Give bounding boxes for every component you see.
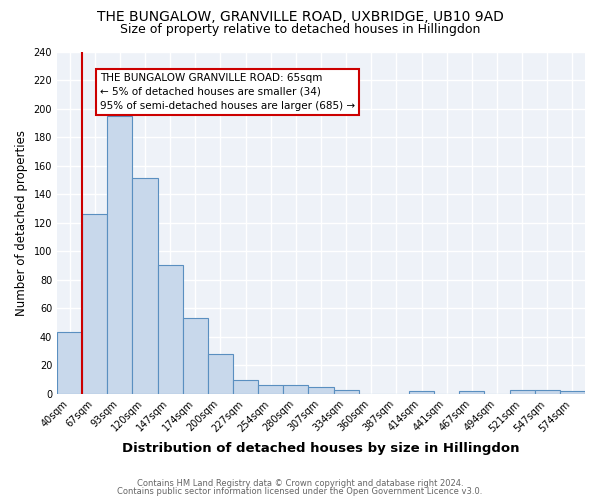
Text: THE BUNGALOW, GRANVILLE ROAD, UXBRIDGE, UB10 9AD: THE BUNGALOW, GRANVILLE ROAD, UXBRIDGE, … [97, 10, 503, 24]
Bar [233, 380, 258, 394]
Text: Contains HM Land Registry data © Crown copyright and database right 2024.: Contains HM Land Registry data © Crown c… [137, 478, 463, 488]
Bar [409, 391, 434, 394]
Bar [334, 390, 359, 394]
Bar [57, 332, 82, 394]
Text: Size of property relative to detached houses in Hillingdon: Size of property relative to detached ho… [120, 22, 480, 36]
Bar [183, 318, 208, 394]
Y-axis label: Number of detached properties: Number of detached properties [15, 130, 28, 316]
X-axis label: Distribution of detached houses by size in Hillingdon: Distribution of detached houses by size … [122, 442, 520, 455]
Bar [208, 354, 233, 394]
Bar [107, 116, 133, 394]
Text: Contains public sector information licensed under the Open Government Licence v3: Contains public sector information licen… [118, 487, 482, 496]
Bar [308, 386, 334, 394]
Bar [283, 385, 308, 394]
Bar [158, 266, 183, 394]
Bar [82, 214, 107, 394]
Bar [560, 391, 585, 394]
Bar [258, 385, 283, 394]
Bar [535, 390, 560, 394]
Bar [133, 178, 158, 394]
Text: THE BUNGALOW GRANVILLE ROAD: 65sqm
← 5% of detached houses are smaller (34)
95% : THE BUNGALOW GRANVILLE ROAD: 65sqm ← 5% … [100, 73, 355, 111]
Bar [459, 391, 484, 394]
Bar [509, 390, 535, 394]
